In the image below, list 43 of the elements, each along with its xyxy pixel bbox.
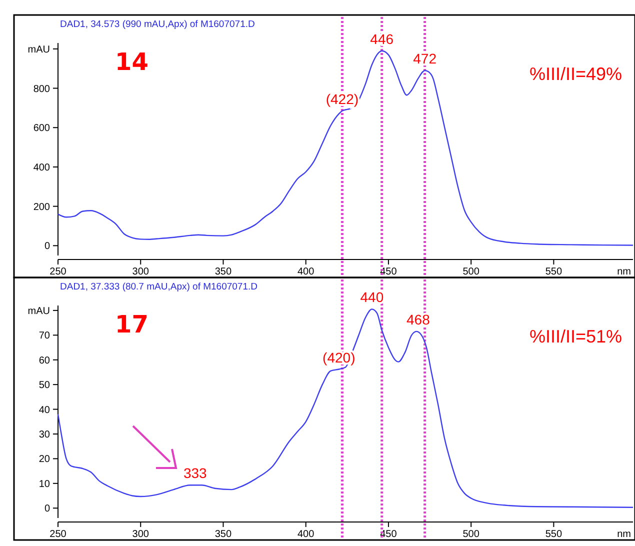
x-tick-label: 450 (380, 266, 398, 278)
x-tick-label: 450 (380, 529, 398, 540)
annotation: 440 (360, 289, 384, 306)
y-tick-label: 20 (38, 454, 50, 466)
y-tick-label: mAU (28, 44, 50, 56)
x-tick-label: 400 (298, 266, 315, 278)
x-tick-label: 550 (545, 529, 562, 540)
x-tick-label: 500 (462, 266, 480, 278)
annotation: 472 (413, 50, 437, 67)
y-tick-label: 50 (38, 380, 50, 392)
x-tick-label: 250 (50, 529, 67, 540)
annotation: 14 (115, 48, 148, 76)
x-tick-label: 550 (545, 266, 562, 278)
annotation: 333 (183, 465, 208, 482)
y-tick-label: 10 (38, 478, 50, 490)
y-tick-label: 70 (38, 330, 50, 342)
x-tick-label: 350 (214, 266, 232, 278)
y-tick-label: 60 (38, 355, 50, 366)
y-tick-label: mAU (28, 306, 50, 317)
y-tick-label: 0 (44, 241, 50, 252)
y-tick-label: 600 (33, 123, 50, 134)
annotation: 446 (370, 30, 394, 47)
x-tick-label: 300 (132, 266, 150, 278)
x-axis-title: nm (617, 266, 631, 278)
x-tick-label: 500 (462, 529, 480, 540)
x-tick-label: 400 (298, 529, 315, 540)
x-axis-title: nm (617, 529, 631, 540)
y-tick-label: 800 (33, 84, 50, 95)
annotation: 17 (115, 310, 148, 338)
y-tick-label: 30 (38, 429, 50, 440)
y-tick-label: 200 (33, 202, 50, 213)
chart-title: DAD1, 37.333 (80.7 mAU,Apx) of M1607071.D (60, 282, 258, 292)
annotation: %III/II=49% (529, 64, 622, 84)
x-tick-label: 250 (50, 266, 67, 278)
y-tick-label: 40 (38, 404, 50, 416)
chart-title: DAD1, 34.573 (990 mAU,Apx) of M1607071.D (60, 19, 255, 30)
y-tick-label: 0 (44, 504, 50, 515)
x-tick-label: 350 (214, 529, 232, 540)
annotation: %III/II=51% (529, 326, 622, 346)
annotation: (422) (326, 90, 359, 107)
x-tick-label: 300 (132, 529, 150, 540)
annotation: 468 (406, 311, 430, 328)
y-tick-label: 400 (33, 162, 50, 174)
